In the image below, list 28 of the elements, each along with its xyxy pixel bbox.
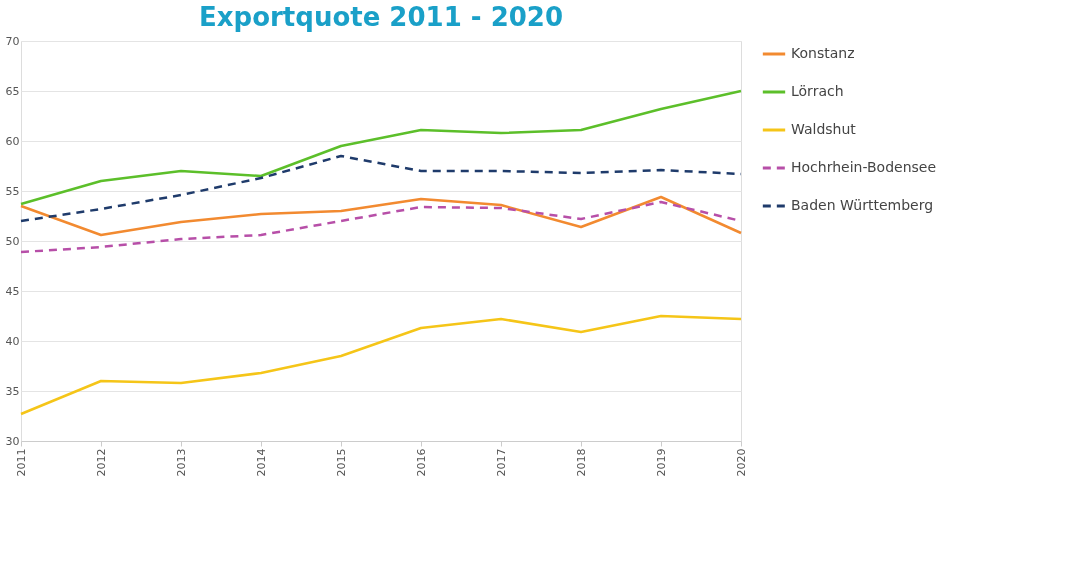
y-tick-label: 40 bbox=[5, 334, 20, 348]
line-series bbox=[19, 195, 743, 237]
y-tick-label: 65 bbox=[5, 84, 20, 98]
legend-label: Hochrhein-Bodensee bbox=[791, 159, 937, 175]
y-tick-label: 70 bbox=[5, 34, 20, 48]
x-tick-label: 2012 bbox=[94, 448, 108, 477]
y-tick-label: 55 bbox=[5, 184, 20, 198]
x-tick-label: 2011 bbox=[14, 448, 28, 477]
legend-label: Lörrach bbox=[791, 83, 844, 99]
line-series bbox=[19, 314, 743, 416]
y-tick-label: 45 bbox=[5, 284, 20, 298]
x-tick-label: 2015 bbox=[334, 448, 348, 477]
y-tick-label: 30 bbox=[5, 434, 20, 448]
y-tick-label: 50 bbox=[5, 234, 20, 248]
line-series bbox=[19, 89, 743, 206]
x-tick-label: 2020 bbox=[734, 448, 748, 477]
legend-label: Baden Württemberg bbox=[791, 197, 934, 213]
legend-label: Waldshut bbox=[791, 121, 857, 137]
x-tick-label: 2016 bbox=[414, 448, 428, 477]
x-tick-label: 2013 bbox=[174, 448, 188, 477]
x-tick-label: 2014 bbox=[254, 448, 268, 477]
x-tick-label: 2018 bbox=[574, 448, 588, 477]
chart-title: Exportquote 2011 - 2020 bbox=[199, 2, 563, 32]
y-tick-label: 35 bbox=[5, 384, 20, 398]
x-tick-label: 2017 bbox=[494, 448, 508, 477]
legend-label: Konstanz bbox=[791, 45, 855, 61]
x-tick-label: 2019 bbox=[654, 448, 668, 477]
y-tick-label: 60 bbox=[5, 134, 20, 148]
